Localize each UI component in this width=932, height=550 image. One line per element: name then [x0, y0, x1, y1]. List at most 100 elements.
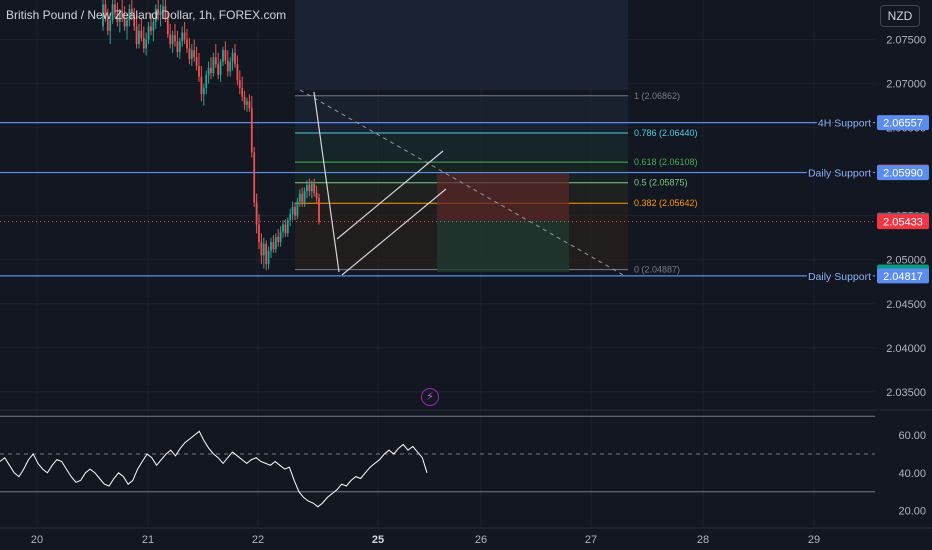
candle-body-35 [186, 39, 188, 49]
price-tag-bg-2 [877, 214, 929, 230]
candle-body-24 [159, 11, 162, 15]
channel-upper [336, 150, 444, 240]
candle-body-80 [294, 206, 296, 216]
candle-body-77 [286, 220, 289, 234]
x-tick-5: 27 [585, 534, 597, 546]
candle-body-44 [207, 67, 210, 75]
fib-label-5: 0 (2.04887) [634, 265, 680, 275]
candle-body-88 [313, 184, 316, 193]
candle-body-23 [157, 8, 160, 15]
candle-body-1 [104, 4, 107, 18]
candle-body-87 [310, 184, 313, 192]
candle-body-72 [274, 236, 277, 250]
candle-body-49 [219, 61, 222, 75]
candle-body-67 [262, 243, 265, 256]
candle-body-90 [318, 198, 320, 222]
candle-body-45 [210, 67, 212, 74]
candle-body-14 [135, 26, 138, 45]
y-tick-8: 2.03500 [886, 387, 926, 399]
y-tick-5: 2.05000 [886, 255, 926, 267]
fib-label-3: 0.5 (2.05875) [634, 178, 688, 188]
candle-body-8 [121, 11, 124, 18]
candle-body-56 [236, 64, 239, 81]
candle-body-79 [291, 206, 294, 214]
candle-body-55 [234, 52, 236, 65]
candle-body-25 [162, 6, 164, 12]
candle-body-78 [289, 213, 292, 221]
candle-body-3 [109, 20, 112, 31]
candle-body-54 [231, 52, 234, 62]
candle-body-59 [243, 96, 246, 105]
candle-body-34 [183, 32, 186, 40]
fib-label-0: 1 (2.06862) [634, 91, 680, 101]
fib-label-4: 0.382 (2.05642) [634, 198, 698, 208]
support-tag-1: 2.05990 [883, 168, 923, 180]
position-target-zone [437, 220, 569, 273]
candle-body-27 [166, 17, 169, 35]
y-tick-0: 2.07500 [886, 35, 926, 47]
fib-label-1: 0.786 (2.06440) [634, 128, 698, 138]
candle-body-73 [277, 236, 280, 243]
y-tick-7: 2.04000 [886, 343, 926, 355]
candle-body-63 [253, 152, 256, 203]
candle-body-19 [147, 26, 150, 40]
fib-label-2: 0.618 (2.06108) [634, 157, 698, 167]
candle-body-58 [241, 88, 244, 97]
candle-body-13 [133, 14, 136, 27]
candle-body-33 [181, 32, 184, 42]
rsi-line [0, 430, 428, 508]
candle-body-17 [142, 37, 145, 49]
candle-body-85 [306, 184, 308, 192]
candle-body-82 [298, 193, 301, 202]
candle-body-71 [272, 242, 275, 250]
candle-body-76 [284, 224, 287, 234]
candle-body-61 [248, 101, 251, 109]
candle-body-50 [222, 50, 224, 62]
candle-body-39 [195, 57, 198, 67]
support-tag-bg-2 [877, 268, 929, 284]
candle-body-28 [169, 34, 172, 45]
candle-body-65 [258, 224, 260, 243]
candle-body-11 [128, 8, 131, 21]
candle-body-5 [114, 4, 116, 14]
channel-lower [341, 188, 447, 276]
symbol-title: British Pound / New Zealand Dollar, 1h, … [6, 8, 287, 22]
price-tag-2: 2.05433 [883, 217, 923, 229]
candle-body-22 [154, 8, 157, 23]
x-tick-7: 29 [808, 534, 820, 546]
currency-button[interactable]: NZD [880, 5, 920, 27]
candle-body-18 [145, 39, 148, 49]
support-tag-2: 2.04817 [883, 271, 923, 283]
candle-body-83 [301, 193, 304, 203]
x-tick-4: 26 [475, 534, 487, 546]
support-label-1: Daily Support [808, 168, 871, 180]
candle-body-21 [152, 22, 155, 31]
candle-body-74 [279, 231, 282, 243]
candle-body-20 [150, 26, 152, 31]
x-tick-1: 21 [142, 534, 154, 546]
range-shade [295, 0, 628, 90]
candle-body-75 [282, 224, 284, 232]
y-tick-6: 2.04500 [886, 299, 926, 311]
candle-body-51 [224, 50, 227, 61]
candle-body-32 [178, 41, 181, 52]
candle-body-30 [174, 35, 176, 42]
support-tag-bg-0 [877, 115, 929, 131]
candle-body-47 [214, 57, 217, 65]
candle-body-38 [193, 50, 196, 58]
x-tick-0: 20 [31, 534, 43, 546]
candle-body-46 [212, 57, 215, 74]
candle-body-62 [250, 108, 253, 153]
candle-body-37 [190, 50, 193, 59]
lightning-icon[interactable]: ⚡ [421, 388, 439, 406]
candle-body-69 [267, 250, 270, 265]
impulse-line [313, 91, 340, 273]
trend-line [299, 89, 626, 277]
candle-body-53 [229, 61, 232, 72]
candle-body-66 [260, 242, 263, 256]
candle-body-4 [111, 4, 114, 21]
candle-body-81 [296, 201, 299, 216]
candle-body-36 [188, 48, 191, 59]
